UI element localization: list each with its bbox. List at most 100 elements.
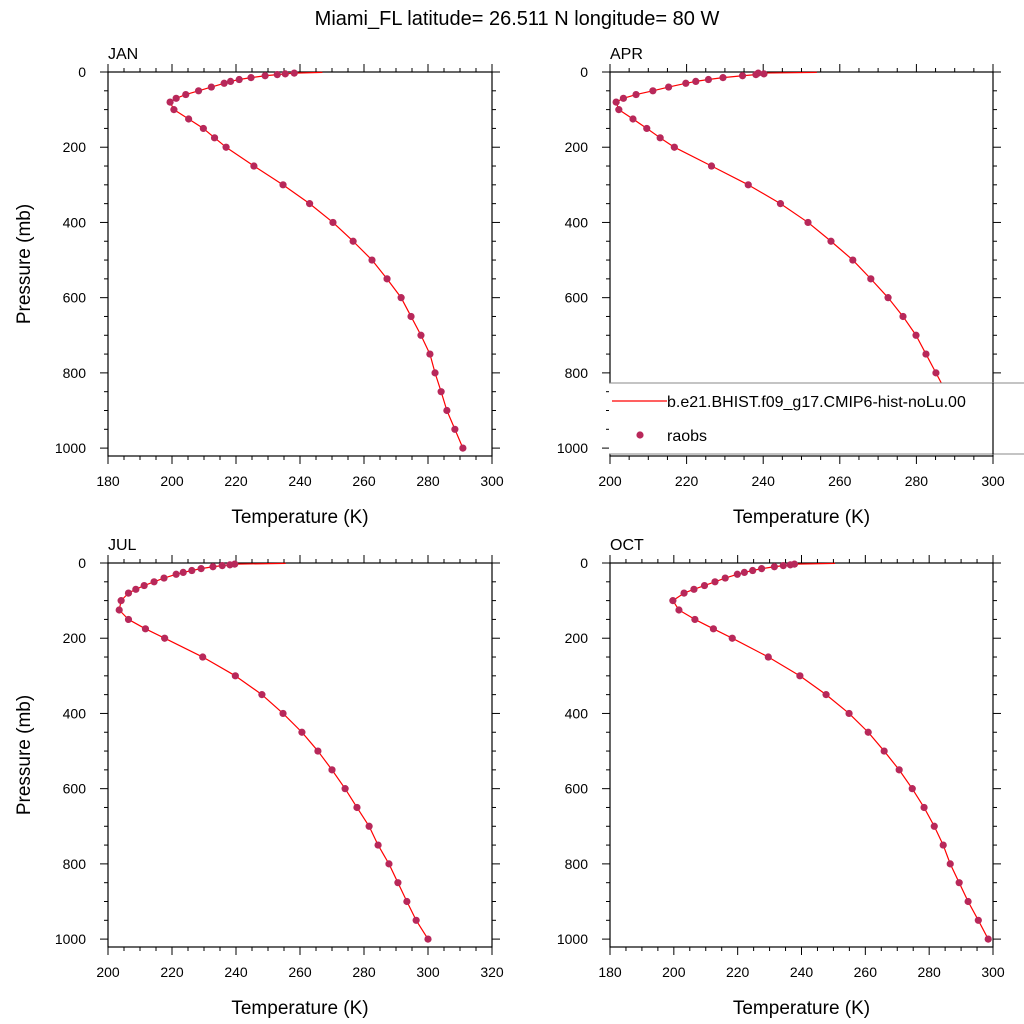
raobs-point [407,312,415,321]
raobs-point [426,350,434,358]
panel-label: APR [610,46,643,63]
raobs-point [199,124,207,133]
y-tick-label: 0 [78,555,86,571]
x-tick-label: 200 [598,473,622,489]
x-tick-label: 280 [905,473,929,489]
raobs-point [150,578,158,586]
x-tick-label: 300 [416,964,440,980]
raobs-point [226,77,235,86]
y-tick-label: 600 [63,290,87,306]
raobs-point [314,747,322,755]
y-axis-title: Pressure (mb) [14,695,35,815]
legend-background [609,383,1024,454]
y-tick-label: 800 [63,365,87,381]
panel-apr: APR 200 220 240 260 280 300 0 200 400 600 800 1000 Te… [557,46,1005,528]
raobs-point [329,218,337,227]
raobs-point [273,71,281,79]
raobs-point [740,568,748,577]
raobs-point [261,72,269,80]
x-tick-label: 200 [662,964,686,980]
raobs-point [619,94,628,102]
raobs-point [231,672,239,680]
raobs-point [194,87,203,95]
raobs-point [124,615,133,624]
raobs-point [210,134,219,142]
raobs-point [141,625,150,633]
panel-label: JAN [108,46,138,63]
y-tick-label: 200 [63,630,87,646]
raobs-point [955,879,963,887]
raobs-point [124,589,133,597]
raobs-point [368,256,376,264]
raobs-point [443,406,451,415]
x-tick-label: 300 [981,473,1005,489]
panel-oct: OCT 180 200 220 240 260 280 300 0 200 400 600 800 100… [557,537,1005,1019]
raobs-point [199,653,207,661]
plot-frame [609,562,994,948]
raobs-point [880,747,888,755]
y-tick-label: 800 [63,856,87,872]
x-tick-label: 300 [480,473,504,489]
raobs-point [675,606,683,614]
raobs-point [749,566,757,575]
raobs-point [849,256,857,264]
raobs-point [964,897,972,906]
raobs-point [615,106,623,114]
raobs-point [459,444,467,452]
raobs-point [700,581,709,590]
raobs-point [932,369,940,377]
raobs-point [779,562,787,570]
raobs-point [760,70,768,78]
y-tick-label: 0 [580,64,588,80]
raobs-point [403,897,411,906]
raobs-point [132,585,140,593]
raobs-point [279,709,287,718]
raobs-point [690,585,698,593]
raobs-point [649,87,657,95]
raobs-point [298,728,306,736]
raobs-point [188,566,196,575]
x-tick-label: 260 [288,964,312,980]
x-tick-label: 240 [752,473,776,489]
legend-label-model: b.e21.BHIST.f09_g17.CMIP6-hist-noLu.00 [667,394,966,411]
raobs-point [140,581,148,590]
y-tick-label: 0 [78,64,86,80]
x-tick-label: 320 [480,964,504,980]
raobs-point [166,98,174,106]
raobs-point [758,565,766,573]
raobs-point [209,563,217,571]
raobs-point [912,331,920,339]
raobs-point [161,634,169,642]
raobs-point [632,90,640,99]
y-tick-label: 1000 [55,440,86,456]
raobs-point [197,565,205,573]
raobs-point [220,79,228,87]
raobs-point [922,350,930,358]
x-axis-title: Temperature (K) [733,507,870,528]
raobs-point [281,70,289,78]
x-tick-label: 180 [96,473,120,489]
plot-frame [107,562,493,948]
y-tick-label: 800 [565,856,589,872]
raobs-point [235,75,243,84]
raobs-point [680,589,688,597]
legend: b.e21.BHIST.f09_g17.CMIP6-hist-noLu.00ra… [609,382,1024,455]
raobs-point [394,879,402,887]
x-tick-label: 220 [160,964,184,980]
y-tick-label: 400 [63,214,87,230]
model-series-line [118,562,429,940]
raobs-point [827,237,835,245]
panel-label: OCT [610,537,644,554]
raobs-point [612,98,620,106]
raobs-point [182,90,190,99]
raobs-point [279,181,287,189]
x-tick-label: 260 [828,473,852,489]
raobs-point [939,841,947,849]
raobs-point [776,200,785,208]
raobs-point [365,822,373,830]
raobs-point [709,625,718,633]
raobs-point [984,935,992,943]
raobs-point [431,369,439,377]
chart-title: Miami_FL latitude= 26.511 N longitude= 8… [315,8,720,30]
raobs-point [728,634,736,642]
